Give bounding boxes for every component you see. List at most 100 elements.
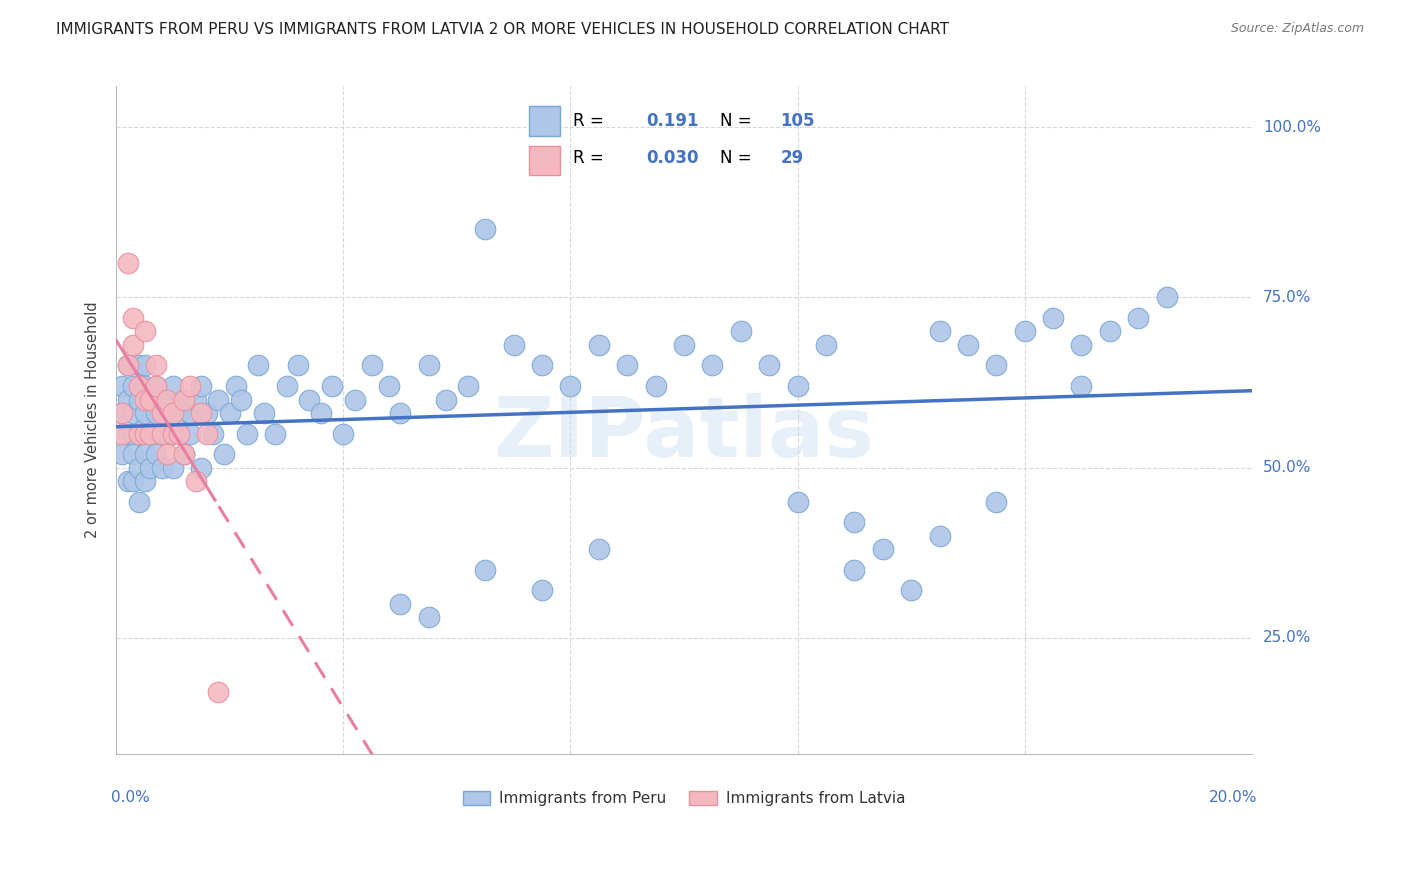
Point [418,610,440,624]
Point [673,338,696,352]
Point [474,222,496,236]
Point [418,359,440,373]
Point [531,359,554,373]
Point [156,426,179,441]
Point [128,359,150,373]
Point [1070,379,1092,393]
Point [128,392,150,407]
Point [786,379,808,393]
Point [173,447,195,461]
Point [145,379,167,393]
Point [190,406,212,420]
Point [128,494,150,508]
Point [162,406,184,420]
Point [184,392,207,407]
Text: 75.0%: 75.0% [1263,290,1312,305]
Point [253,406,276,420]
Point [758,359,780,373]
Point [134,474,156,488]
Point [128,426,150,441]
Point [117,359,139,373]
Point [309,406,332,420]
Text: IMMIGRANTS FROM PERU VS IMMIGRANTS FROM LATVIA 2 OR MORE VEHICLES IN HOUSEHOLD C: IMMIGRANTS FROM PERU VS IMMIGRANTS FROM … [56,22,949,37]
Point [139,392,162,407]
Point [117,474,139,488]
Y-axis label: 2 or more Vehicles in Household: 2 or more Vehicles in Household [86,301,100,538]
Point [111,379,134,393]
Point [128,379,150,393]
Point [162,426,184,441]
Point [122,426,145,441]
Point [1042,310,1064,325]
Point [287,359,309,373]
Point [195,406,218,420]
Point [212,447,235,461]
Point [276,379,298,393]
Point [139,426,162,441]
Point [872,542,894,557]
Point [117,256,139,270]
Point [150,460,173,475]
Point [247,359,270,373]
Point [195,426,218,441]
Point [122,474,145,488]
Point [389,597,412,611]
Text: 25.0%: 25.0% [1263,631,1312,645]
Point [150,426,173,441]
Point [332,426,354,441]
Point [134,406,156,420]
Point [928,325,950,339]
Point [162,379,184,393]
Legend: Immigrants from Peru, Immigrants from Latvia: Immigrants from Peru, Immigrants from La… [457,785,911,813]
Text: 0.0%: 0.0% [111,790,149,805]
Text: ZIPatlas: ZIPatlas [494,392,875,474]
Point [173,392,195,407]
Point [150,426,173,441]
Point [173,447,195,461]
Point [844,515,866,529]
Point [560,379,582,393]
Point [162,426,184,441]
Point [173,392,195,407]
Point [122,338,145,352]
Point [231,392,253,407]
Point [844,563,866,577]
Point [1128,310,1150,325]
Point [145,379,167,393]
Text: 20.0%: 20.0% [1209,790,1257,805]
Point [190,379,212,393]
Point [190,460,212,475]
Point [167,426,190,441]
Point [179,379,201,393]
Point [167,426,190,441]
Point [145,447,167,461]
Text: 100.0%: 100.0% [1263,120,1322,135]
Point [1014,325,1036,339]
Point [616,359,638,373]
Point [360,359,382,373]
Text: 50.0%: 50.0% [1263,460,1312,475]
Point [986,359,1008,373]
Point [1156,290,1178,304]
Point [139,426,162,441]
Point [117,426,139,441]
Point [111,426,134,441]
Point [134,419,156,434]
Point [900,583,922,598]
Point [321,379,343,393]
Point [928,529,950,543]
Point [434,392,457,407]
Point [122,310,145,325]
Point [122,406,145,420]
Point [134,392,156,407]
Point [167,406,190,420]
Point [139,460,162,475]
Point [1098,325,1121,339]
Point [122,379,145,393]
Point [122,447,145,461]
Point [111,406,134,420]
Point [502,338,524,352]
Point [298,392,321,407]
Point [150,406,173,420]
Point [457,379,479,393]
